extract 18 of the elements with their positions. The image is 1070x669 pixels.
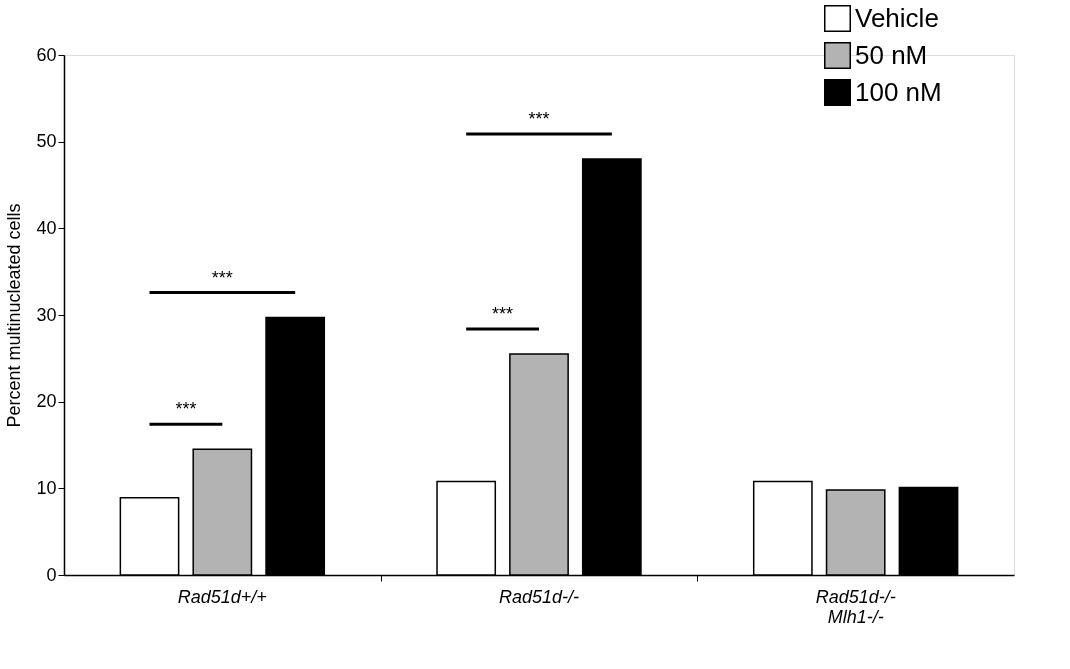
annotation: *** (175, 399, 197, 420)
y-tick-label: 60 (36, 44, 57, 65)
annotation: *** (492, 304, 514, 324)
y-tick-label: 50 (36, 131, 57, 152)
legend-label: 100 nM (855, 76, 942, 107)
legend-label: 50 nM (855, 39, 928, 70)
legend-label: Vehicle (855, 2, 939, 33)
y-tick-label: 40 (36, 217, 57, 238)
y-axis-title: Percent multinucleated cells (4, 203, 25, 428)
annotation: *** (528, 109, 550, 129)
y-tick-label: 30 (36, 304, 57, 325)
y-tick-label: 20 (36, 391, 57, 412)
y-tick-label: 10 (36, 477, 57, 498)
y-tick-label: 0 (46, 564, 57, 585)
x-tick-label: Rad51d-/- (498, 587, 580, 607)
x-tick-label: Rad51d-/- Mlh1-/- (815, 587, 896, 627)
annotation: *** (211, 267, 233, 288)
x-tick-label: Rad51d+/+ (177, 587, 267, 607)
